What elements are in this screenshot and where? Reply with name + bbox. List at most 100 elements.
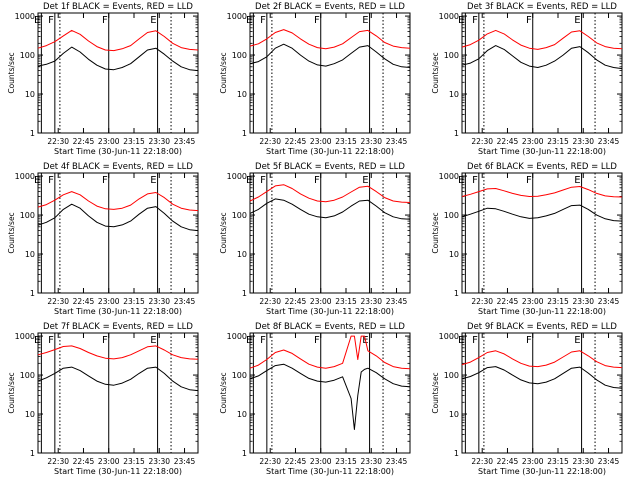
x-tick-label: 22:45 xyxy=(497,457,519,466)
x-tick-label: 23:00 xyxy=(522,137,544,146)
marker-label: F xyxy=(314,175,320,186)
panel-title: Det 7f BLACK = Events, RED = LLD xyxy=(43,322,193,332)
marker-label: F xyxy=(526,175,532,186)
x-tick-label: 22:30 xyxy=(259,297,281,306)
y-tick-label: 1 xyxy=(454,129,459,138)
x-tick-label: 23:15 xyxy=(547,137,569,146)
y-tick-label: 100 xyxy=(20,211,35,220)
x-tick-label: 23:30 xyxy=(360,137,382,146)
series-line-events xyxy=(249,43,411,68)
plot-frame xyxy=(37,172,199,294)
y-tick-label: 10 xyxy=(237,90,247,99)
panel-title: Det 5f BLACK = Events, RED = LLD xyxy=(255,162,405,172)
y-axis-label: Counts/sec xyxy=(219,372,228,413)
y-axis-label: Counts/sec xyxy=(219,52,228,93)
panel-title: Det 1f BLACK = Events, RED = LLD xyxy=(43,2,193,12)
marker-label: F xyxy=(48,175,54,186)
y-tick-label: 1000 xyxy=(15,332,35,341)
x-tick-label: 23:00 xyxy=(310,457,332,466)
y-axis-label: Counts/sec xyxy=(7,212,16,253)
marker-label: E xyxy=(150,15,156,26)
marker-label: F xyxy=(102,15,108,26)
series-line-events xyxy=(461,45,623,70)
panel-title: Det 2f BLACK = Events, RED = LLD xyxy=(255,2,405,12)
series-line-events xyxy=(461,366,623,389)
marker-label: F xyxy=(472,175,478,186)
y-axis-label: Counts/sec xyxy=(219,212,228,253)
marker-label: F xyxy=(48,335,54,346)
series-line-events xyxy=(37,366,199,392)
x-axis-label: Start Time (30-Jun-11 22:18:00) xyxy=(478,307,606,316)
y-tick-label: 10 xyxy=(237,410,247,419)
panel-det-8: Det 8f BLACK = Events, RED = LLD 1 10 100 10… xyxy=(219,322,411,476)
y-tick-label: 1 xyxy=(30,129,35,138)
plot-frame xyxy=(461,172,623,294)
x-tick-label: 22:45 xyxy=(497,297,519,306)
y-axis-label: Counts/sec xyxy=(7,372,16,413)
x-tick-label: 23:30 xyxy=(360,457,382,466)
x-tick-label: 23:45 xyxy=(598,457,620,466)
x-tick-label: 22:30 xyxy=(47,297,69,306)
series-line-lld xyxy=(249,335,411,370)
x-tick-label: 22:30 xyxy=(47,137,69,146)
y-tick-label: 1000 xyxy=(439,332,459,341)
marker-label: E xyxy=(246,15,252,26)
series-line-events xyxy=(37,203,199,232)
panel-det-9: Det 9f BLACK = Events, RED = LLD 1 10 100 10… xyxy=(431,322,623,476)
panel-det-5: Det 5f BLACK = Events, RED = LLD 1 10 100 10… xyxy=(219,162,411,316)
series-line-lld xyxy=(37,345,199,360)
x-tick-label: 23:15 xyxy=(335,457,357,466)
x-tick-label: 23:30 xyxy=(148,137,170,146)
marker-label: E xyxy=(458,175,464,186)
y-tick-label: 10 xyxy=(25,250,35,259)
marker-label: E xyxy=(574,15,580,26)
x-tick-label: 23:45 xyxy=(174,297,196,306)
marker-label: E xyxy=(246,335,252,346)
x-axis-label: Start Time (30-Jun-11 22:18:00) xyxy=(54,307,182,316)
plot-frame xyxy=(37,332,199,454)
y-tick-label: 10 xyxy=(25,90,35,99)
y-tick-label: 1 xyxy=(454,289,459,298)
marker-label: E xyxy=(362,15,368,26)
x-tick-label: 23:00 xyxy=(98,457,120,466)
panel-title: Det 4f BLACK = Events, RED = LLD xyxy=(43,162,193,172)
y-tick-label: 100 xyxy=(20,371,35,380)
x-tick-label: 23:45 xyxy=(386,457,408,466)
panel-det-1: Det 1f BLACK = Events, RED = LLD 1 10 100 10… xyxy=(7,2,199,156)
x-tick-label: 23:30 xyxy=(572,457,594,466)
plot-frame xyxy=(249,172,411,294)
y-tick-label: 100 xyxy=(232,51,247,60)
x-tick-label: 23:45 xyxy=(174,457,196,466)
x-tick-label: 22:45 xyxy=(73,297,95,306)
marker-label: E xyxy=(150,335,156,346)
x-tick-label: 23:45 xyxy=(598,137,620,146)
x-tick-label: 23:45 xyxy=(174,137,196,146)
y-tick-label: 1 xyxy=(30,289,35,298)
marker-label: E xyxy=(246,175,252,186)
series-line-lld xyxy=(37,191,199,212)
y-tick-label: 100 xyxy=(232,371,247,380)
series-line-lld xyxy=(249,184,411,203)
x-axis-label: Start Time (30-Jun-11 22:18:00) xyxy=(266,147,394,156)
y-tick-label: 1000 xyxy=(227,332,247,341)
y-axis-label: Counts/sec xyxy=(431,372,440,413)
y-tick-label: 100 xyxy=(444,51,459,60)
x-tick-label: 23:00 xyxy=(310,137,332,146)
x-axis-label: Start Time (30-Jun-11 22:18:00) xyxy=(266,307,394,316)
series-line-lld xyxy=(461,350,623,369)
x-tick-label: 23:00 xyxy=(98,297,120,306)
y-tick-label: 10 xyxy=(449,410,459,419)
series-line-events xyxy=(461,204,623,222)
x-tick-label: 22:45 xyxy=(73,457,95,466)
x-axis-label: Start Time (30-Jun-11 22:18:00) xyxy=(478,467,606,476)
x-tick-label: 22:45 xyxy=(285,457,307,466)
y-tick-label: 1000 xyxy=(227,12,247,21)
y-tick-label: 1 xyxy=(242,129,247,138)
marker-label: F xyxy=(526,15,532,26)
y-tick-label: 1000 xyxy=(439,172,459,181)
y-tick-label: 10 xyxy=(449,250,459,259)
y-tick-label: 10 xyxy=(25,410,35,419)
marker-label: F xyxy=(314,15,320,26)
panel-title: Det 9f BLACK = Events, RED = LLD xyxy=(467,322,617,332)
